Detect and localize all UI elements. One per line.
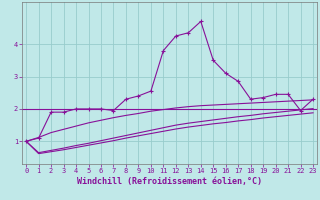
X-axis label: Windchill (Refroidissement éolien,°C): Windchill (Refroidissement éolien,°C) <box>77 177 262 186</box>
